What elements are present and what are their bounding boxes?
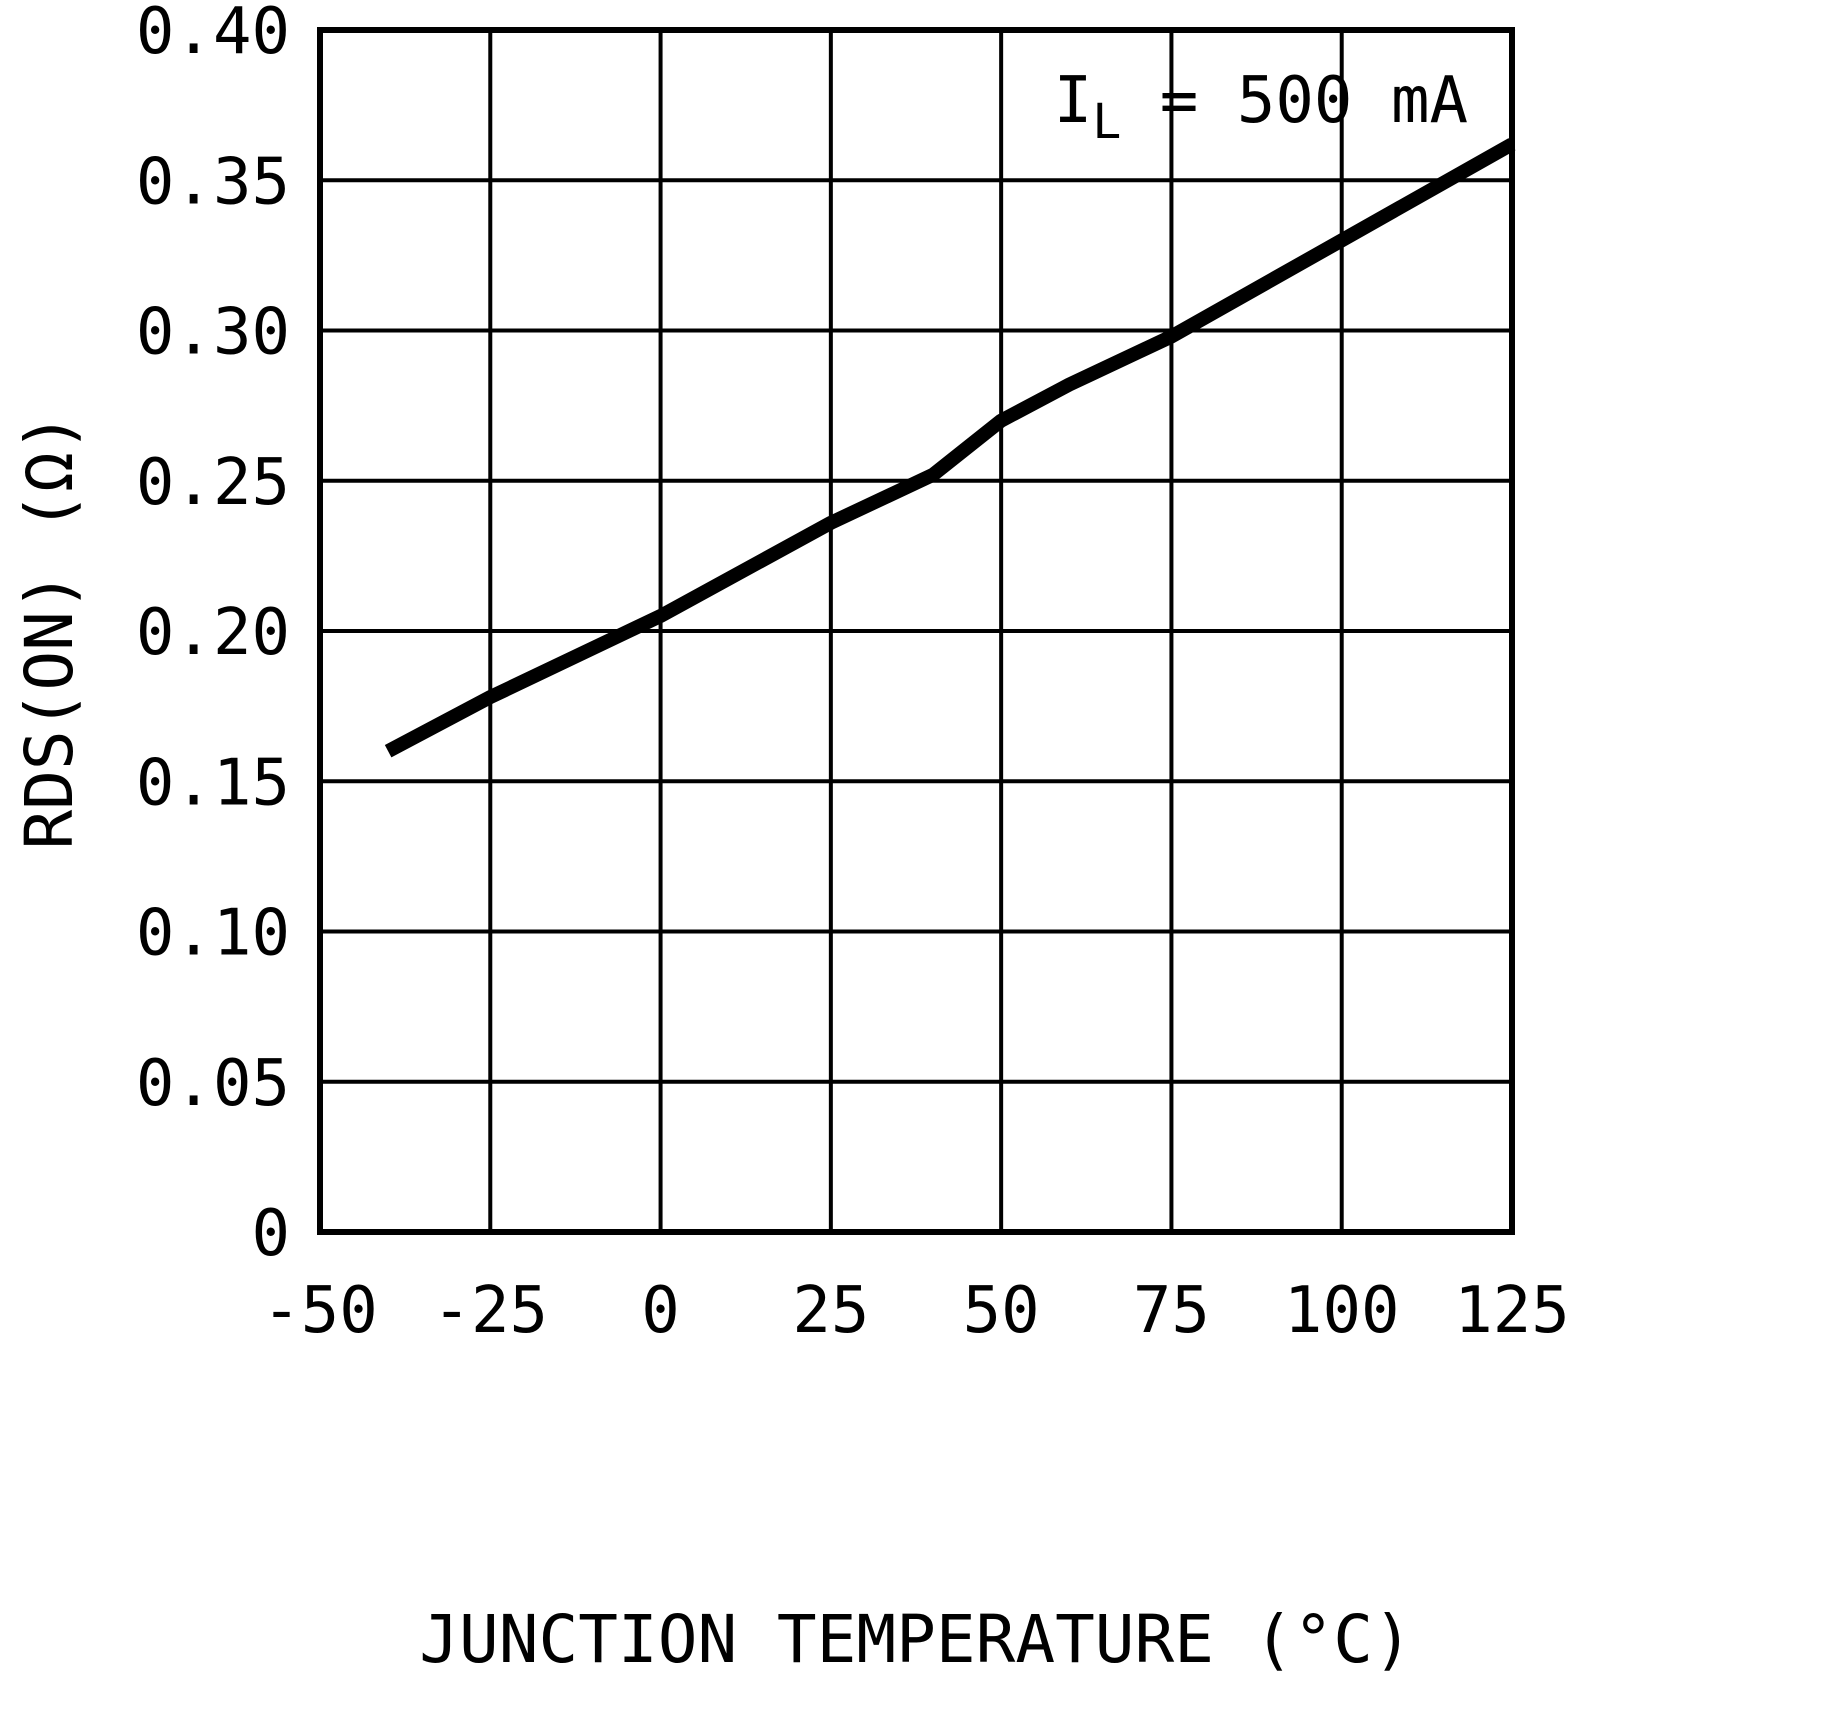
load-current-annotation: IL = 500 mA bbox=[1054, 64, 1468, 150]
y-tick-label: 0.35 bbox=[136, 145, 290, 219]
x-tick-label: -50 bbox=[262, 1274, 378, 1348]
plot-border bbox=[317, 27, 1515, 1235]
x-tick-label: -25 bbox=[432, 1274, 548, 1348]
x-tick-label: 50 bbox=[963, 1274, 1040, 1348]
y-tick-label: 0.15 bbox=[136, 746, 290, 820]
y-tick-label: 0.05 bbox=[136, 1047, 290, 1121]
y-axis-title: RDS(ON) (Ω) bbox=[11, 412, 88, 849]
y-tick-label: 0 bbox=[251, 1197, 290, 1271]
x-tick-label: 100 bbox=[1284, 1274, 1400, 1348]
x-tick-label: 75 bbox=[1133, 1274, 1210, 1348]
y-tick-label: 0.25 bbox=[136, 446, 290, 520]
y-tick-label: 0.10 bbox=[136, 897, 290, 971]
y-tick-label: 0.40 bbox=[136, 0, 290, 69]
x-axis-title: JUNCTION TEMPERATURE (°C) bbox=[419, 1601, 1412, 1678]
y-tick-label: 0.20 bbox=[136, 596, 290, 670]
x-tick-label: 125 bbox=[1454, 1274, 1570, 1348]
x-tick-label: 25 bbox=[792, 1274, 869, 1348]
series-line bbox=[384, 138, 1516, 758]
x-tick-label: 0 bbox=[641, 1274, 680, 1348]
y-tick-label: 0.30 bbox=[136, 296, 290, 370]
